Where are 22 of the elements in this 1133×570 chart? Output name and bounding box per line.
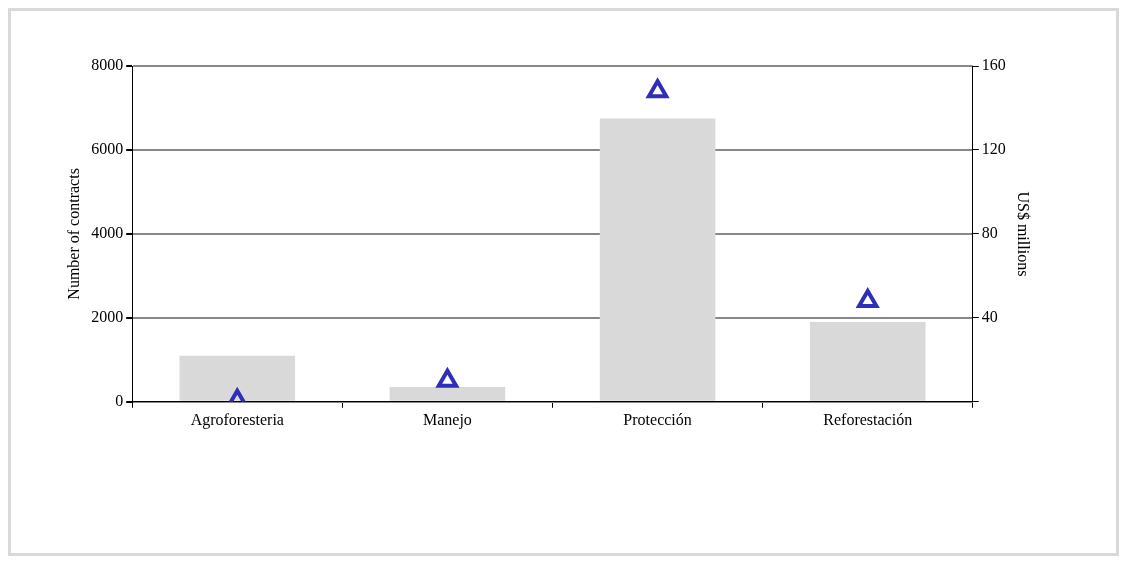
y2-tick-label: 160 [981, 56, 1006, 74]
y-tick-label: 4000 [91, 224, 124, 242]
x-tick-label: Reforestación [823, 410, 913, 428]
y2-tick-label: 40 [981, 308, 998, 326]
point [435, 366, 460, 388]
bar [599, 118, 716, 401]
bar [809, 322, 926, 401]
bar [179, 355, 296, 401]
y-axis-title: Number of contracts [64, 168, 82, 300]
y-tick-label: 0 [115, 392, 124, 409]
point [857, 289, 879, 309]
x-tick-label: Agroforesteria [190, 410, 284, 429]
x-tick-label: Protección [623, 410, 692, 428]
y2-tick-label: 80 [981, 224, 998, 242]
y-tick-label: 6000 [91, 140, 124, 158]
y2-axis-title: US$ millions [1015, 191, 1033, 277]
x-tick-label: Manejo [422, 410, 472, 429]
point [646, 79, 669, 99]
bar [389, 387, 506, 401]
y-tick-label: 2000 [91, 308, 124, 326]
y2-tick-label: 120 [981, 140, 1006, 158]
y-tick-label: 8000 [91, 56, 124, 74]
